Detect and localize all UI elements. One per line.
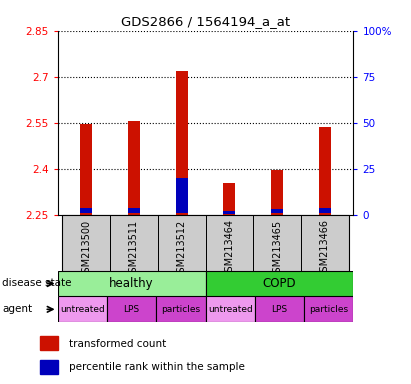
Bar bbox=[271, 170, 283, 215]
Text: LPS: LPS bbox=[123, 305, 140, 314]
Text: percentile rank within the sample: percentile rank within the sample bbox=[69, 362, 245, 372]
Text: agent: agent bbox=[2, 304, 32, 314]
Bar bbox=[107, 296, 156, 322]
Bar bbox=[158, 215, 206, 271]
Bar bbox=[301, 215, 349, 271]
Text: GSM213465: GSM213465 bbox=[272, 220, 282, 279]
Bar bbox=[58, 296, 107, 322]
Bar bbox=[128, 208, 140, 213]
Text: GSM213511: GSM213511 bbox=[129, 220, 139, 279]
Text: GSM213464: GSM213464 bbox=[224, 220, 234, 278]
Bar bbox=[271, 209, 283, 213]
Bar bbox=[206, 215, 253, 271]
Bar bbox=[128, 121, 140, 215]
Text: COPD: COPD bbox=[263, 277, 296, 290]
Bar bbox=[206, 271, 353, 296]
Text: particles: particles bbox=[309, 305, 349, 314]
Bar bbox=[58, 271, 206, 296]
Bar bbox=[319, 208, 331, 213]
Bar bbox=[110, 215, 158, 271]
Text: healthy: healthy bbox=[109, 277, 154, 290]
Title: GDS2866 / 1564194_a_at: GDS2866 / 1564194_a_at bbox=[121, 15, 290, 28]
Bar bbox=[319, 127, 331, 215]
Bar bbox=[175, 177, 187, 213]
Text: untreated: untreated bbox=[60, 305, 104, 314]
Text: transformed count: transformed count bbox=[69, 339, 166, 349]
Text: disease state: disease state bbox=[2, 278, 72, 288]
Bar bbox=[255, 296, 304, 322]
Bar bbox=[80, 208, 92, 213]
Bar bbox=[253, 215, 301, 271]
Text: particles: particles bbox=[161, 305, 201, 314]
Bar bbox=[304, 296, 353, 322]
Bar bbox=[40, 360, 58, 374]
Bar bbox=[156, 296, 206, 322]
Bar bbox=[224, 183, 236, 215]
Bar bbox=[224, 211, 236, 214]
Text: GSM213466: GSM213466 bbox=[320, 220, 330, 278]
Bar bbox=[62, 215, 110, 271]
Bar bbox=[80, 124, 92, 215]
Text: untreated: untreated bbox=[208, 305, 252, 314]
Text: GSM213500: GSM213500 bbox=[81, 220, 91, 279]
Bar bbox=[175, 71, 187, 215]
Bar bbox=[40, 336, 58, 350]
Text: LPS: LPS bbox=[271, 305, 288, 314]
Text: GSM213512: GSM213512 bbox=[177, 220, 187, 279]
Bar bbox=[206, 296, 255, 322]
